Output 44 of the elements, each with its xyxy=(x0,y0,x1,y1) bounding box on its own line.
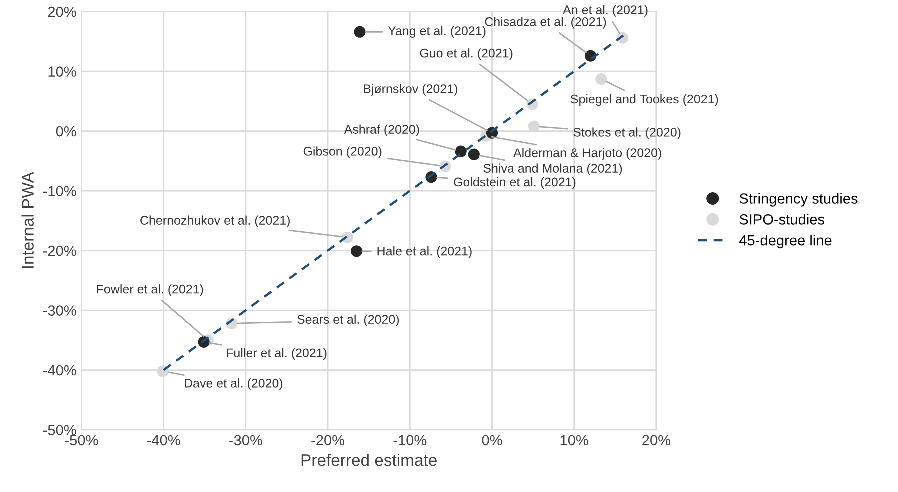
annotation: Alderman & Harjoto (2020) xyxy=(514,148,662,160)
legend-label: SIPO-studies xyxy=(740,214,825,225)
annotation: Dave et al. (2020) xyxy=(185,378,283,390)
point xyxy=(350,246,363,258)
x-tick-label: 20% xyxy=(642,435,671,446)
x-tick-label: -10% xyxy=(394,435,427,446)
y-tick-label: -40% xyxy=(43,365,76,376)
annotation: Yang et al. (2021) xyxy=(388,26,486,38)
annotation: Stokes et al. (2020) xyxy=(574,128,681,140)
x-tick-label: -50% xyxy=(65,435,98,446)
x-tick-label: 10% xyxy=(560,435,588,446)
legend-label: 45-degree line xyxy=(739,234,832,249)
x-tick-label: 0% xyxy=(482,435,502,446)
annotation: Gibson (2020) xyxy=(304,146,382,158)
x-tick-label: -40% xyxy=(147,435,180,446)
legend-label: Stringency studies xyxy=(740,193,858,207)
point xyxy=(528,120,540,132)
y-axis-title: Internal PWA xyxy=(22,172,34,268)
point xyxy=(354,26,366,38)
annotation: Chernozhukov et al. (2021) xyxy=(140,216,290,228)
annotation: Hale et al. (2021) xyxy=(378,246,472,258)
y-tick-label: -30% xyxy=(43,306,76,316)
annotation: An et al. (2021) xyxy=(563,5,648,17)
annotation: Fowler et al. (2021) xyxy=(97,284,204,296)
x-tick-label: -30% xyxy=(230,435,262,446)
y-tick-label: -50% xyxy=(43,425,76,436)
annotation: Chisadza et al. (2021) xyxy=(485,17,606,29)
annotation: Bjørnskov (2021) xyxy=(364,84,458,96)
annotation: Ashraf (2020) xyxy=(344,124,420,136)
y-tick-label: -10% xyxy=(43,186,76,196)
point xyxy=(596,74,608,86)
y-tick-label: 20% xyxy=(48,6,76,18)
annotation: Sears et al. (2020) xyxy=(298,314,400,326)
x-axis-title: Preferred estimate xyxy=(302,454,437,466)
y-tick-label: 0% xyxy=(56,126,76,137)
y-tick-label: 10% xyxy=(48,66,76,77)
annotation: Goldstein et al. (2021) xyxy=(454,177,576,190)
annotation: Shiva and Molana (2021) xyxy=(484,164,622,176)
point xyxy=(468,148,480,160)
y-tick-label: -20% xyxy=(43,246,76,256)
annotation: Fuller et al. (2021) xyxy=(227,348,327,360)
annotation: Guo et al. (2021) xyxy=(420,48,513,60)
annotation: Spiegel and Tookes (2021) xyxy=(570,94,718,106)
x-tick-label: -20% xyxy=(312,435,345,446)
